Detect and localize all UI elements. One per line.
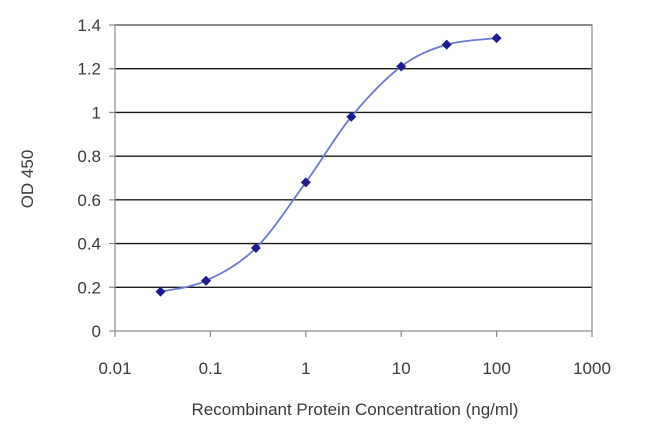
data-point-7 (491, 33, 502, 44)
y-tick-label-5: 1 (92, 103, 101, 122)
x-tick-label-3: 10 (392, 359, 411, 378)
series-line-layer (160, 37, 497, 293)
data-point-3 (300, 177, 311, 188)
data-point-2 (250, 242, 261, 253)
plot-frame-layer (114, 24, 593, 332)
y-tick-label-4: 0.8 (77, 147, 101, 166)
y-axis-title: OD 450 (18, 150, 37, 209)
x-tick-label-0: 0.01 (98, 359, 131, 378)
tick-label-layer: 0 0.2 0.4 0.6 0.8 1 1.2 1.4 0.01 0.1 1 10 100 1000 (77, 16, 611, 378)
x-axis-title: Recombinant Protein Concentration (ng/ml… (192, 400, 519, 419)
data-point-layer (155, 33, 502, 297)
data-point-5 (396, 61, 407, 72)
tick-mark-layer (109, 24, 593, 337)
x-tick-label-2: 1 (301, 359, 310, 378)
x-tick-label-1: 0.1 (199, 359, 223, 378)
y-tick-label-7: 1.4 (77, 16, 101, 35)
series-line-0 (160, 37, 497, 293)
data-point-0 (155, 286, 166, 297)
data-point-4 (346, 111, 357, 122)
y-tick-label-0: 0 (92, 322, 101, 341)
y-tick-label-1: 0.2 (77, 278, 101, 297)
grid-layer (115, 24, 592, 288)
y-tick-label-3: 0.6 (77, 191, 101, 210)
x-tick-label-5: 1000 (573, 359, 611, 378)
y-tick-label-2: 0.4 (77, 235, 101, 254)
plot-frame (114, 24, 593, 332)
data-point-1 (201, 275, 212, 286)
x-tick-label-4: 100 (482, 359, 510, 378)
y-tick-label-6: 1.2 (77, 60, 101, 79)
data-point-6 (441, 39, 452, 50)
